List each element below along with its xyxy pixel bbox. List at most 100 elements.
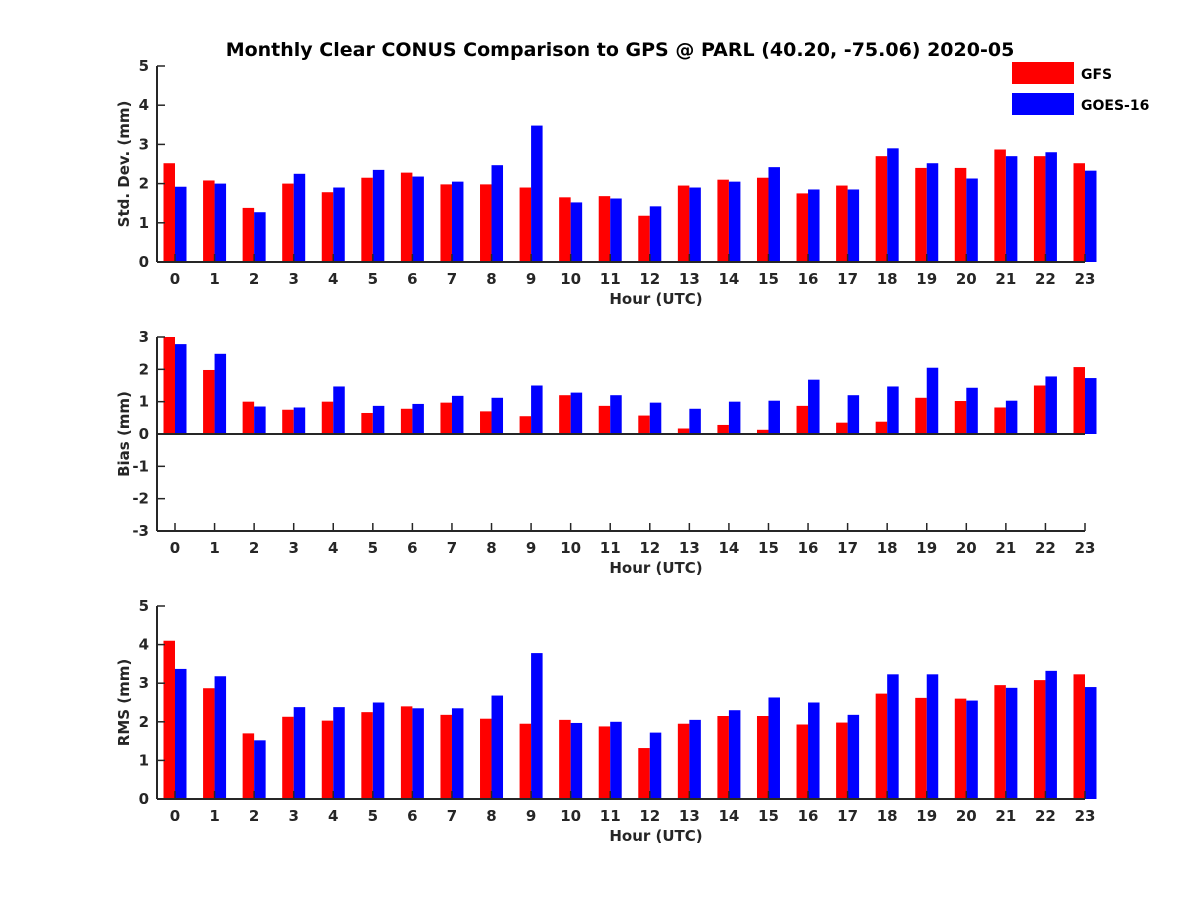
y-tick-label: 3: [139, 135, 149, 153]
bar-gfs-19: [915, 397, 927, 434]
bar-gfs-13: [677, 185, 690, 262]
y-tick-label: 4: [139, 96, 149, 114]
x-tick-label: 13: [679, 807, 700, 825]
bar-gfs-21: [994, 685, 1006, 799]
bar-gfs-3: [282, 716, 294, 799]
y-tick-label: 3: [139, 328, 149, 346]
y-tick-label: -3: [132, 522, 149, 540]
bar-gfs-16: [796, 193, 809, 262]
bar-goes-16-12: [649, 206, 662, 262]
x-tick-label: 22: [1035, 270, 1056, 288]
bar-goes-16-10: [570, 722, 583, 799]
bar-goes-16-3: [293, 407, 306, 434]
bar-goes-16-22: [1045, 670, 1057, 799]
bar-goes-16-12: [649, 732, 662, 799]
bar-gfs-5: [361, 177, 373, 262]
bar-goes-16-0: [175, 186, 187, 262]
bar-gfs-0: [163, 640, 175, 799]
bar-goes-16-6: [412, 403, 424, 434]
bar-goes-16-13: [689, 408, 701, 434]
x-tick-label: 11: [600, 270, 621, 288]
x-tick-label: 15: [758, 807, 779, 825]
x-tick-label: 10: [560, 807, 581, 825]
y-tick-label: 2: [139, 713, 149, 731]
legend-label: GOES-16: [1081, 98, 1149, 114]
legend: GFS GOES-16: [1012, 62, 1149, 115]
y-tick-label: 4: [139, 636, 149, 654]
bar-goes-16-16: [808, 702, 820, 799]
x-tick-label: 2: [249, 539, 259, 557]
bar-goes-16-15: [768, 167, 780, 262]
x-tick-label: 9: [526, 539, 536, 557]
x-tick-label: 19: [916, 539, 937, 557]
x-tick-label: 4: [328, 807, 338, 825]
chart-title: Monthly Clear CONUS Comparison to GPS @ …: [226, 39, 1015, 61]
x-tick-label: 12: [639, 539, 660, 557]
bar-gfs-2: [242, 733, 255, 799]
bar-gfs-11: [598, 405, 611, 434]
y-tick-label: 0: [139, 253, 149, 271]
bar-goes-16-9: [531, 385, 543, 434]
x-tick-label: 23: [1075, 807, 1096, 825]
bar-gfs-11: [598, 726, 611, 799]
bar-goes-16-5: [372, 702, 385, 799]
bar-goes-16-23: [1085, 687, 1097, 799]
x-tick-label: 19: [916, 807, 937, 825]
bar-gfs-12: [638, 748, 650, 799]
bar-goes-16-2: [254, 740, 266, 799]
x-tick-label: 9: [526, 807, 536, 825]
x-tick-label: 21: [995, 807, 1016, 825]
bar-gfs-3: [282, 409, 294, 434]
bar-goes-16-7: [451, 708, 464, 799]
bar-goes-16-17: [847, 714, 860, 799]
bar-goes-16-21: [1005, 156, 1018, 262]
bar-goes-16-8: [491, 397, 504, 434]
bar-goes-16-5: [372, 169, 385, 262]
bar-goes-16-22: [1045, 376, 1057, 434]
x-tick-label: 0: [170, 539, 180, 557]
bar-goes-16-4: [333, 386, 345, 434]
bar-goes-16-9: [531, 125, 543, 262]
x-tick-label: 20: [956, 270, 977, 288]
x-tick-label: 16: [798, 270, 819, 288]
x-tick-label: 0: [170, 807, 180, 825]
bar-gfs-7: [440, 402, 452, 434]
bar-goes-16-21: [1005, 400, 1018, 434]
bar-gfs-13: [677, 723, 690, 799]
x-tick-label: 7: [447, 539, 457, 557]
x-tick-label: 5: [368, 539, 378, 557]
bar-goes-16-18: [887, 386, 899, 434]
y-tick-label: -1: [132, 457, 149, 475]
x-tick-label: 2: [249, 807, 259, 825]
y-axis-label: Std. Dev. (mm): [115, 101, 133, 228]
x-tick-label: 22: [1035, 807, 1056, 825]
x-tick-label: 9: [526, 270, 536, 288]
bar-gfs-19: [915, 697, 927, 799]
bar-gfs-1: [203, 688, 215, 799]
bar-gfs-18: [875, 421, 888, 434]
bar-gfs-1: [203, 369, 215, 434]
bar-goes-16-17: [847, 189, 860, 262]
y-tick-label: -2: [132, 490, 149, 508]
bar-goes-16-3: [293, 173, 306, 262]
y-axis-label: RMS (mm): [115, 659, 133, 746]
x-tick-label: 1: [209, 270, 219, 288]
bar-gfs-15: [756, 177, 769, 262]
bar-gfs-2: [242, 207, 255, 262]
bar-gfs-18: [875, 156, 888, 262]
x-tick-label: 0: [170, 270, 180, 288]
bar-gfs-2: [242, 401, 255, 434]
x-tick-label: 23: [1075, 270, 1096, 288]
bar-gfs-13: [677, 428, 690, 434]
bar-goes-16-13: [689, 719, 701, 799]
x-tick-label: 19: [916, 270, 937, 288]
y-tick-label: 1: [139, 393, 149, 411]
x-tick-label: 18: [877, 270, 898, 288]
bar-goes-16-4: [333, 707, 345, 799]
bar-gfs-6: [400, 706, 413, 799]
x-tick-label: 8: [486, 539, 496, 557]
bar-goes-16-0: [175, 344, 187, 434]
bar-gfs-17: [836, 185, 848, 262]
y-tick-label: 1: [139, 751, 149, 769]
